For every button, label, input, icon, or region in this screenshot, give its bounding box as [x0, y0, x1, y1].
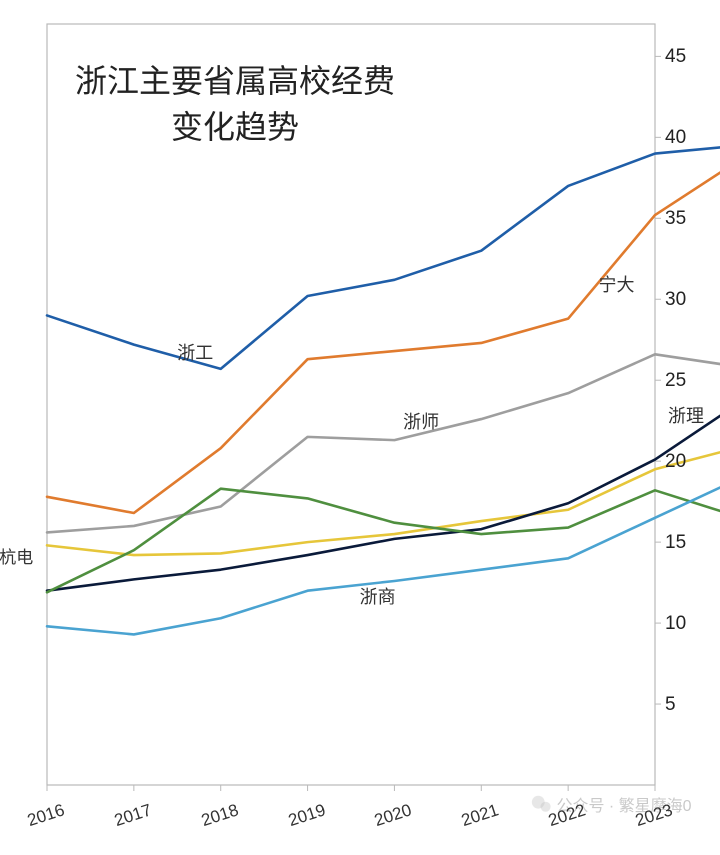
chart-title-line2: 变化趋势	[55, 102, 415, 148]
series-label-zheli: 浙理	[668, 402, 704, 428]
series-label-ningda: 宁大	[599, 271, 635, 297]
y-tick-label: 15	[665, 532, 686, 554]
y-tick-label: 10	[665, 613, 686, 635]
y-tick-label: 5	[665, 694, 676, 716]
series-label-hangdian: 杭电	[0, 543, 33, 568]
y-tick-label: 45	[665, 46, 686, 68]
chart-root: 浙江主要省属高校经费 变化趋势 公众号 · 繁星摩海0 510152025303…	[0, 0, 720, 855]
y-tick-label: 25	[665, 370, 686, 392]
y-tick-label: 20	[665, 451, 686, 473]
y-tick-label: 35	[665, 208, 686, 230]
series-label-zheshi: 浙师	[403, 408, 439, 434]
series-label-zhegong: 浙工	[177, 339, 213, 365]
chart-title-line1: 浙江主要省属高校经费	[55, 56, 415, 102]
y-tick-label: 30	[665, 289, 686, 311]
series-line-ningda	[47, 158, 720, 513]
series-label-zheshang: 浙商	[360, 583, 396, 609]
series-line-zheli	[47, 401, 720, 590]
y-tick-label: 40	[665, 127, 686, 149]
